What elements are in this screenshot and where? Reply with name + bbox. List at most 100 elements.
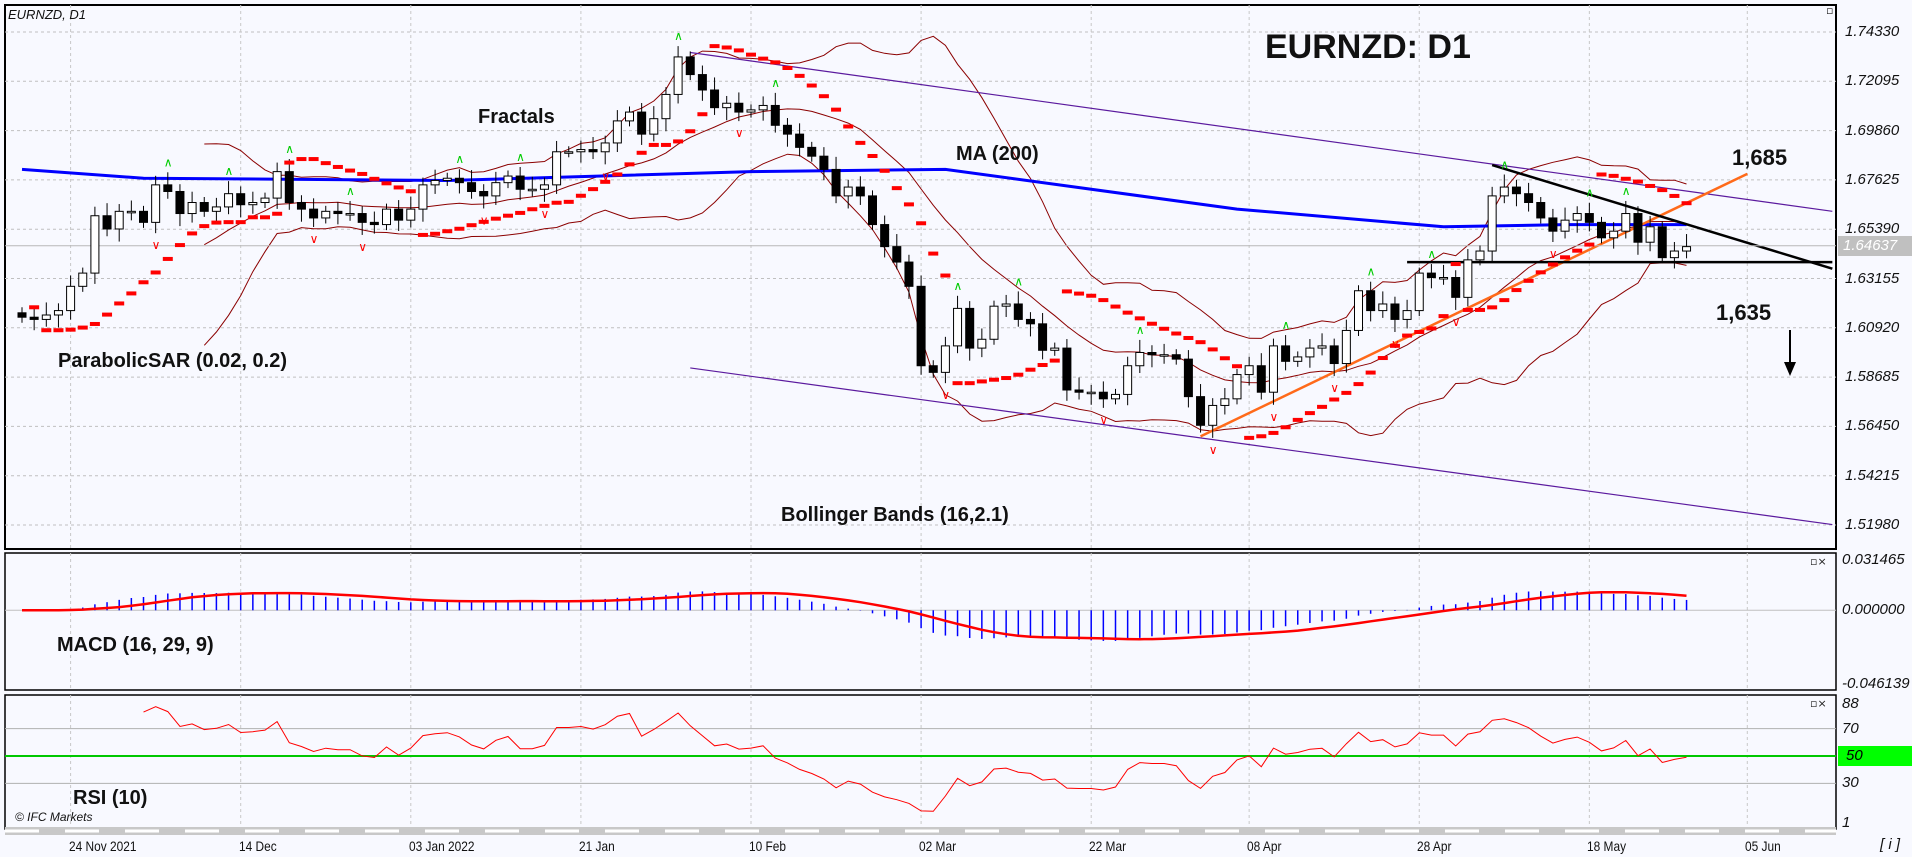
sar-dot: [77, 325, 88, 330]
candle: [1074, 389, 1084, 393]
sar-dot: [162, 256, 173, 261]
sar-dot: [794, 73, 805, 78]
sar-dot: [1365, 370, 1376, 375]
price-tick-label: 1.74330: [1845, 23, 1900, 40]
candle: [199, 202, 209, 212]
candle: [1511, 186, 1521, 195]
sar-dot: [430, 231, 441, 236]
fractal-up-icon: ∧: [1585, 186, 1594, 200]
candle: [868, 195, 877, 226]
bollinger-upper-band: [204, 35, 1687, 339]
sar-dot: [1074, 291, 1085, 296]
candle: [467, 182, 477, 192]
candle: [1536, 202, 1546, 219]
candle: [1147, 352, 1157, 356]
time-tick-label: 05 Jun: [1745, 838, 1782, 854]
sar-dot: [1657, 188, 1668, 193]
candle: [345, 213, 355, 216]
fractal-down-icon: ∨: [480, 213, 489, 227]
sar-dot: [1171, 331, 1182, 336]
sar-dot: [1304, 411, 1315, 416]
rsi-panel: [4, 694, 1837, 830]
sar-dot: [709, 44, 720, 49]
sar-dot: [1049, 358, 1060, 363]
sar-dot: [442, 229, 453, 234]
candle: [126, 210, 136, 214]
sar-dot: [855, 140, 866, 145]
sar-dot: [211, 220, 222, 225]
candle: [1609, 230, 1619, 239]
candle: [284, 171, 294, 204]
fractal-down-icon: ∨: [358, 240, 367, 254]
fractal-up-icon: ∧: [771, 76, 780, 90]
candle: [940, 345, 950, 373]
sar-dot: [721, 45, 732, 50]
info-button[interactable]: [ i ]: [1880, 836, 1901, 853]
sar-dot: [53, 328, 64, 333]
candle: [673, 56, 683, 95]
sar-dot: [1547, 262, 1558, 267]
candle: [1366, 290, 1376, 312]
sar-dot: [551, 200, 562, 205]
sar-dot: [1122, 310, 1133, 315]
candle: [1025, 318, 1035, 325]
candle: [1171, 354, 1181, 360]
sar-dot: [1086, 293, 1097, 298]
candle: [309, 208, 319, 219]
fractal-down-icon: ∨: [310, 232, 319, 246]
time-tick-label: 14 Dec: [238, 838, 277, 854]
candle: [625, 111, 634, 122]
candle: [29, 316, 39, 320]
time-tick-label: 22 Mar: [1089, 838, 1127, 854]
sar-dot: [1061, 289, 1072, 294]
candle: [382, 208, 391, 226]
sar-dot: [1037, 363, 1048, 368]
sar-dot: [417, 232, 428, 237]
candle: [1244, 365, 1254, 376]
candle: [989, 305, 999, 340]
sar-dot: [952, 381, 963, 386]
sar-dot: [332, 164, 343, 169]
sar-dot: [308, 157, 319, 162]
candle: [1135, 352, 1145, 367]
sar-dot: [1183, 335, 1194, 340]
candle: [1390, 303, 1400, 320]
sar-dot: [454, 226, 465, 231]
macd-tick-label: 0.000000: [1842, 601, 1905, 619]
sar-dot: [357, 171, 368, 176]
sar-dot: [1292, 417, 1303, 422]
macd-tick-label: 0.031465: [1842, 551, 1905, 568]
sar-dot: [1499, 298, 1510, 303]
candle: [1232, 374, 1242, 400]
fractal-up-icon: ∧: [1427, 247, 1436, 261]
candle: [139, 210, 148, 223]
maximize-icon[interactable]: ▫: [1826, 4, 1834, 17]
sar-dot: [138, 280, 149, 285]
trendline-channel-lower: [690, 367, 1833, 526]
sar-dot: [272, 211, 283, 216]
candle: [807, 146, 817, 157]
sar-dot: [1195, 340, 1206, 345]
candle: [17, 312, 27, 318]
candle: [1281, 345, 1291, 362]
candle: [163, 184, 173, 192]
fractal-up-icon: ∧: [225, 164, 234, 178]
candle: [78, 272, 88, 287]
sar-dot: [247, 215, 258, 220]
rsi-panel-close-icon[interactable]: ▫×: [1810, 697, 1827, 710]
sar-dot: [1341, 390, 1352, 395]
sar-dot: [806, 83, 817, 88]
sar-dot: [1572, 248, 1583, 253]
candle: [770, 104, 780, 126]
sar-dot: [41, 328, 52, 333]
candle: [710, 89, 720, 109]
sar-dot: [1377, 356, 1388, 361]
candle: [187, 202, 197, 215]
macd-tick-label: -0.046139: [1842, 675, 1910, 692]
candle: [1633, 213, 1643, 243]
price-tick-label: 1.60920: [1845, 318, 1900, 336]
fractal-up-icon: ∧: [164, 155, 173, 169]
macd-panel-close-icon[interactable]: ▫×: [1810, 555, 1827, 568]
candle: [1293, 356, 1303, 362]
